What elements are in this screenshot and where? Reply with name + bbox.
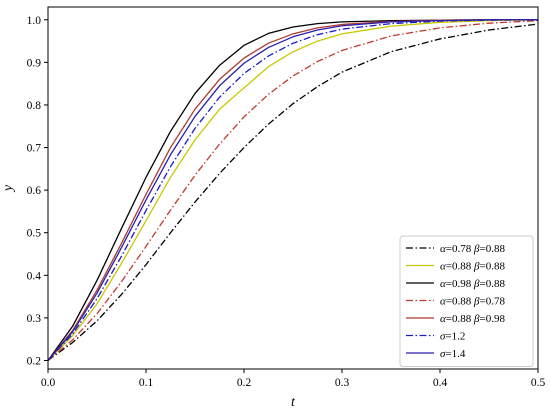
- series-lines: [47, 19, 539, 362]
- x-tick-label: 0.3: [335, 377, 350, 389]
- legend-label-part: β: [473, 296, 480, 308]
- legend-label: α=0.88 β=0.78: [440, 296, 505, 308]
- y-tick-label: 0.6: [27, 185, 42, 197]
- legend-label-part: =0.88: [479, 261, 505, 273]
- legend-label-part: =0.88: [446, 313, 474, 325]
- legend: α=0.78 β=0.88α=0.88 β=0.88α=0.98 β=0.88α…: [399, 235, 534, 367]
- y-tick-label: 0.8: [27, 100, 42, 112]
- legend-label: α=0.88 β=0.98: [440, 313, 505, 325]
- legend-box: [399, 235, 534, 367]
- legend-label-part: α: [440, 243, 446, 255]
- legend-label-part: β: [473, 243, 480, 255]
- y-tick-label: 0.2: [27, 355, 42, 367]
- legend-label: α=0.78 β=0.88: [440, 243, 505, 255]
- legend-label-part: α: [440, 278, 446, 290]
- y-tick-label: 0.9: [27, 57, 42, 69]
- x-tick-label: 0.0: [41, 377, 56, 389]
- y-tick-label: 0.4: [27, 270, 42, 282]
- x-axis-label: t: [291, 395, 296, 410]
- legend-label-part: =1.4: [445, 348, 465, 360]
- legend-label-part: =0.78: [446, 243, 474, 255]
- legend-label-part: =0.88: [479, 243, 505, 255]
- legend-label: α=0.98 β=0.88: [440, 278, 505, 290]
- legend-label-part: β: [473, 313, 480, 325]
- legend-label-part: β: [473, 278, 480, 290]
- axis-ticks: 0.0 0.1 0.2 0.3 0.4 0.5 0.2 0.3 0.4 0.5 0.6 0.7 0.8 0…: [27, 15, 546, 389]
- series-line-2: [47, 19, 539, 361]
- legend-label: σ=1.2: [440, 331, 465, 343]
- y-axis-label: y: [1, 184, 16, 193]
- legend-label-part: =0.78: [479, 296, 505, 308]
- legend-label-part: α: [440, 261, 446, 273]
- legend-label-part: β: [473, 261, 480, 273]
- legend-label-part: =0.88: [446, 296, 474, 308]
- y-tick-label: 0.3: [27, 313, 42, 325]
- plot-frame: [47, 6, 539, 370]
- legend-label-part: =0.98: [479, 313, 505, 325]
- legend-label-part: σ: [440, 331, 446, 343]
- series-line-1: [47, 23, 539, 362]
- y-tick-label: 1.0: [27, 15, 42, 27]
- series-line-7: [47, 19, 538, 361]
- legend-label: α=0.88 β=0.88: [440, 261, 505, 273]
- legend-label-part: α: [440, 313, 446, 325]
- x-tick-label: 0.2: [237, 377, 252, 389]
- legend-label-part: =0.98: [446, 278, 474, 290]
- x-tick-label: 0.1: [139, 377, 154, 389]
- legend-label: σ=1.4: [440, 348, 466, 360]
- series-line-6: [47, 19, 539, 361]
- legend-label-part: =0.88: [446, 261, 474, 273]
- legend-label-part: σ: [440, 348, 446, 360]
- series-line-4: [47, 19, 539, 361]
- legend-label-part: =0.88: [479, 278, 505, 290]
- x-tick-label: 0.4: [433, 377, 448, 389]
- y-tick-label: 0.5: [27, 228, 42, 240]
- y-tick-label: 0.7: [27, 143, 42, 155]
- legend-label-part: α: [440, 296, 446, 308]
- legend-label-part: =1.2: [445, 331, 465, 343]
- x-tick-label: 0.5: [531, 377, 546, 389]
